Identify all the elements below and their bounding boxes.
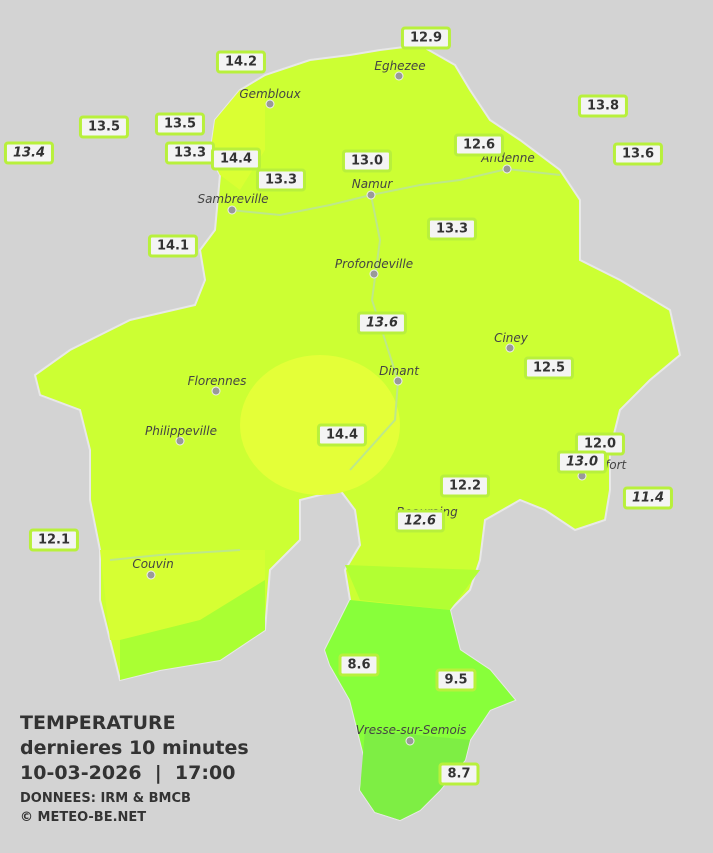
station-value: 13.0 — [341, 149, 393, 173]
zone-south-west — [120, 580, 265, 680]
station-value: 13.8 — [577, 94, 629, 118]
legend-copyright: © METEO-BE.NET — [20, 810, 147, 825]
station-value: 13.3 — [426, 217, 478, 241]
city-label: Vresse-sur-Semois — [355, 723, 467, 737]
station-value: 13.4 — [3, 141, 55, 165]
station-value: 12.6 — [394, 509, 446, 533]
station-value: 12.9 — [400, 26, 452, 50]
city-label: Florennes — [187, 374, 247, 388]
station-value: 13.6 — [612, 142, 664, 166]
city-dot — [175, 436, 185, 446]
station-value: 13.3 — [255, 168, 307, 192]
legend-datetime: 10-03-2026 | 17:00 — [20, 762, 236, 784]
station-value: 13.5 — [154, 112, 206, 136]
legend-subtitle: dernieres 10 minutes — [20, 737, 249, 759]
city-dot — [265, 99, 275, 109]
station-value: 12.2 — [439, 474, 491, 498]
station-value: 12.6 — [453, 133, 505, 157]
city-dot — [146, 570, 156, 580]
zone-vresse — [360, 730, 470, 820]
city-dot — [393, 376, 403, 386]
zone-south-mid — [345, 565, 480, 610]
station-value: 12.1 — [28, 528, 80, 552]
city-dot — [405, 736, 415, 746]
station-value: 11.4 — [622, 486, 674, 510]
city-label: Namur — [351, 177, 393, 191]
city-label: Gembloux — [239, 87, 301, 101]
station-value: 13.0 — [556, 450, 608, 474]
station-value: 12.5 — [523, 356, 575, 380]
city-dot — [366, 190, 376, 200]
station-value: 9.5 — [435, 668, 477, 692]
city-dot — [502, 164, 512, 174]
river — [349, 194, 400, 471]
station-value: 14.4 — [316, 423, 368, 447]
city-label: Dinant — [379, 364, 419, 378]
city-label: Philippeville — [145, 424, 217, 438]
legend-title: TEMPERATURE — [20, 712, 176, 734]
city-label: Eghezee — [374, 59, 426, 73]
city-label: Profondeville — [334, 257, 414, 271]
station-value: 8.6 — [338, 653, 380, 677]
river — [229, 167, 561, 217]
city-dot — [227, 205, 237, 215]
station-value: 13.6 — [356, 311, 408, 335]
city-dot — [369, 269, 379, 279]
station-value: 8.7 — [438, 762, 480, 786]
city-label: Ciney — [494, 331, 528, 345]
river — [109, 549, 241, 561]
station-value: 13.5 — [78, 115, 130, 139]
city-dot — [505, 343, 515, 353]
station-value: 14.1 — [147, 234, 199, 258]
city-label: Couvin — [132, 557, 174, 571]
city-dot — [211, 386, 221, 396]
zone-couvin — [100, 550, 265, 640]
legend-source: DONNEES: IRM & BMCB — [20, 791, 191, 806]
station-value: 13.3 — [164, 141, 216, 165]
city-dot — [394, 71, 404, 81]
station-value: 14.4 — [210, 147, 262, 171]
station-value: 14.2 — [215, 50, 267, 74]
city-label: Sambreville — [197, 192, 269, 206]
